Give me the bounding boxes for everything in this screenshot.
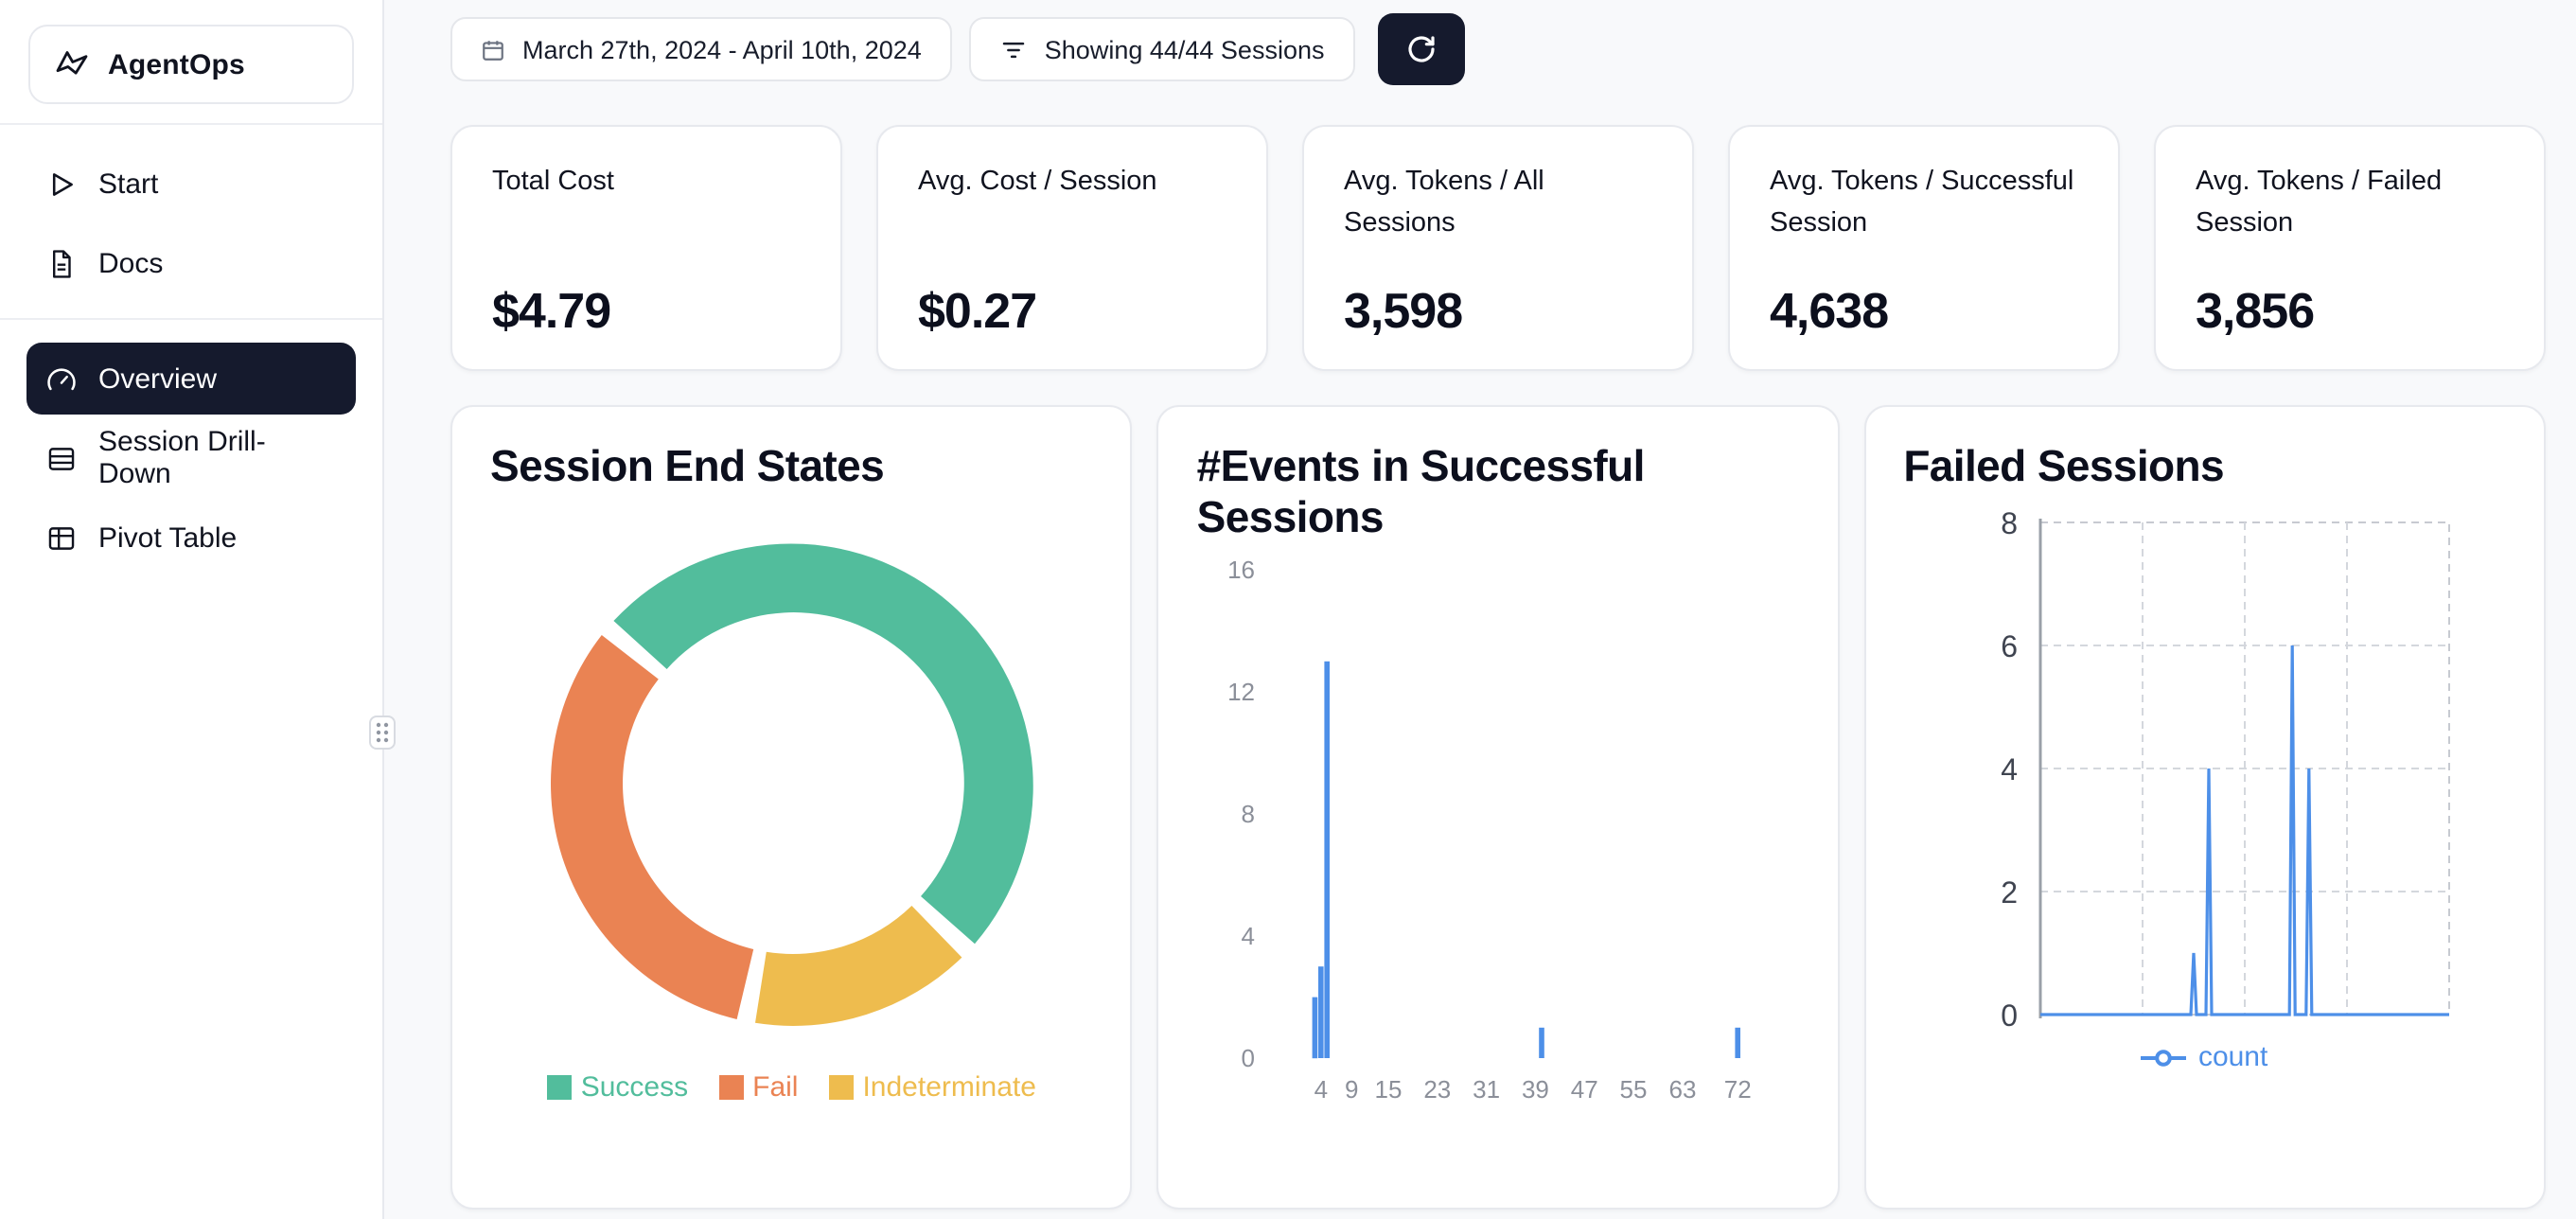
svg-text:2: 2 bbox=[2001, 875, 2018, 910]
stat-label: Avg. Tokens / Failed Session bbox=[2196, 167, 2443, 238]
calendar-icon bbox=[481, 37, 505, 62]
chart-title: #Events in Successful Sessions bbox=[1196, 441, 1646, 542]
legend-label: Success bbox=[580, 1071, 689, 1104]
events-histogram-card: #Events in Successful Sessions 0 4 8 12 16 4 9… bbox=[1156, 405, 1840, 1210]
stat-value: $0.27 bbox=[918, 282, 1037, 339]
legend-label: count bbox=[2197, 1041, 2268, 1074]
svg-text:15: 15 bbox=[1375, 1076, 1403, 1104]
stat-label: Total Cost bbox=[492, 167, 614, 197]
sidebar-item-label: Overview bbox=[98, 362, 218, 395]
refresh-button[interactable] bbox=[1377, 13, 1465, 85]
sidebar-item-label: Start bbox=[98, 168, 159, 200]
svg-text:4: 4 bbox=[2001, 752, 2018, 786]
stat-card-avg-tokens-successful: Avg. Tokens / Successful Session 4,638 bbox=[1728, 125, 2120, 371]
sidebar: AgentOps Start D bbox=[0, 0, 396, 1219]
legend-swatch bbox=[828, 1075, 854, 1101]
svg-text:0: 0 bbox=[2001, 998, 2018, 1030]
rows-icon bbox=[45, 442, 78, 474]
legend-label: Indeterminate bbox=[862, 1071, 1036, 1104]
sidebar-divider bbox=[0, 123, 382, 125]
sidebar-item-label: Session Drill-Down bbox=[98, 426, 266, 490]
legend-item-indeterminate[interactable]: Indeterminate bbox=[828, 1071, 1036, 1104]
svg-text:63: 63 bbox=[1669, 1076, 1697, 1104]
chart-title: Session End States bbox=[490, 441, 885, 490]
stat-value: 3,598 bbox=[1344, 282, 1463, 339]
legend-item-fail[interactable]: Fail bbox=[718, 1071, 798, 1104]
svg-text:4: 4 bbox=[1314, 1076, 1328, 1104]
legend-swatch bbox=[546, 1075, 572, 1101]
svg-text:12: 12 bbox=[1228, 679, 1256, 707]
sidebar-nav-top: Start Docs bbox=[0, 125, 382, 318]
sidebar-divider bbox=[0, 318, 382, 320]
grip-dots-icon bbox=[376, 722, 389, 743]
stat-card-avg-cost-session: Avg. Cost / Session $0.27 bbox=[876, 125, 1268, 371]
charts-row: Session End States Success Fail bbox=[450, 405, 2546, 1210]
stat-card-avg-tokens-failed: Avg. Tokens / Failed Session 3,856 bbox=[2154, 125, 2546, 371]
stat-label: Avg. Tokens / All Sessions bbox=[1344, 167, 1544, 238]
svg-text:31: 31 bbox=[1473, 1076, 1501, 1104]
app-name: AgentOps bbox=[108, 48, 245, 80]
svg-text:39: 39 bbox=[1523, 1076, 1550, 1104]
stat-value: 3,856 bbox=[2196, 282, 2315, 339]
date-range-button[interactable]: March 27th, 2024 - April 10th, 2024 bbox=[450, 17, 952, 81]
refresh-icon bbox=[1406, 34, 1437, 64]
sessions-filter-button[interactable]: Showing 44/44 Sessions bbox=[968, 17, 1355, 81]
legend-label: Fail bbox=[752, 1071, 799, 1104]
chart-title: Failed Sessions bbox=[1903, 441, 2225, 490]
agentops-logo-icon bbox=[53, 45, 91, 83]
stat-value: 4,638 bbox=[1770, 282, 1889, 339]
sidebar-resize-handle[interactable] bbox=[369, 716, 396, 750]
sidebar-item-session-drill-down[interactable]: Session Drill-Down bbox=[26, 422, 356, 494]
svg-text:8: 8 bbox=[2001, 507, 2018, 540]
document-icon bbox=[45, 247, 78, 279]
stat-card-avg-tokens-all: Avg. Tokens / All Sessions 3,598 bbox=[1302, 125, 1694, 371]
play-icon bbox=[45, 168, 78, 200]
sidebar-item-docs[interactable]: Docs bbox=[26, 227, 356, 299]
app-logo[interactable]: AgentOps bbox=[28, 25, 354, 104]
date-range-label: March 27th, 2024 - April 10th, 2024 bbox=[522, 35, 922, 63]
stat-value: $4.79 bbox=[492, 282, 611, 339]
sidebar-item-label: Pivot Table bbox=[98, 521, 238, 554]
filter-icon bbox=[999, 35, 1028, 63]
sidebar-item-pivot-table[interactable]: Pivot Table bbox=[26, 502, 356, 574]
svg-text:72: 72 bbox=[1724, 1076, 1752, 1104]
sidebar-nav-main: Overview Session Drill-Down bbox=[0, 320, 382, 592]
svg-text:9: 9 bbox=[1346, 1076, 1359, 1104]
main-content: March 27th, 2024 - April 10th, 2024 Show… bbox=[384, 0, 2576, 1219]
chart-legend[interactable]: count bbox=[1903, 1041, 2506, 1073]
session-end-states-card: Session End States Success Fail bbox=[450, 405, 1133, 1210]
session-end-states-donut-chart[interactable] bbox=[490, 500, 1096, 1068]
stats-row: Total Cost $4.79 Avg. Cost / Session $0.… bbox=[450, 125, 2546, 371]
legend-swatch bbox=[718, 1075, 744, 1101]
svg-text:16: 16 bbox=[1228, 556, 1256, 585]
svg-text:8: 8 bbox=[1242, 801, 1255, 829]
svg-text:23: 23 bbox=[1424, 1076, 1452, 1104]
gauge-icon bbox=[45, 362, 78, 395]
failed-sessions-card: Failed Sessions 0 2 4 6 8 count bbox=[1863, 405, 2546, 1210]
sidebar-item-overview[interactable]: Overview bbox=[26, 343, 356, 415]
svg-text:4: 4 bbox=[1242, 923, 1255, 951]
stat-label: Avg. Cost / Session bbox=[918, 167, 1157, 197]
sidebar-item-label: Docs bbox=[98, 247, 164, 279]
donut-legend: Success Fail Indeterminate bbox=[490, 1071, 1093, 1104]
toolbar: March 27th, 2024 - April 10th, 2024 Show… bbox=[450, 13, 2546, 85]
svg-text:6: 6 bbox=[2001, 629, 2018, 663]
svg-text:0: 0 bbox=[1242, 1045, 1255, 1073]
failed-sessions-line-chart[interactable]: 0 2 4 6 8 bbox=[1903, 507, 2511, 1030]
stat-card-total-cost: Total Cost $4.79 bbox=[450, 125, 842, 371]
svg-text:55: 55 bbox=[1620, 1076, 1648, 1104]
table-columns-icon bbox=[45, 521, 78, 554]
legend-item-success[interactable]: Success bbox=[546, 1071, 689, 1104]
line-marker-icon bbox=[2141, 1049, 2187, 1067]
sessions-filter-label: Showing 44/44 Sessions bbox=[1044, 35, 1325, 63]
svg-text:47: 47 bbox=[1571, 1076, 1598, 1104]
stat-label: Avg. Tokens / Successful Session bbox=[1770, 167, 2074, 238]
sidebar-item-start[interactable]: Start bbox=[26, 148, 356, 220]
